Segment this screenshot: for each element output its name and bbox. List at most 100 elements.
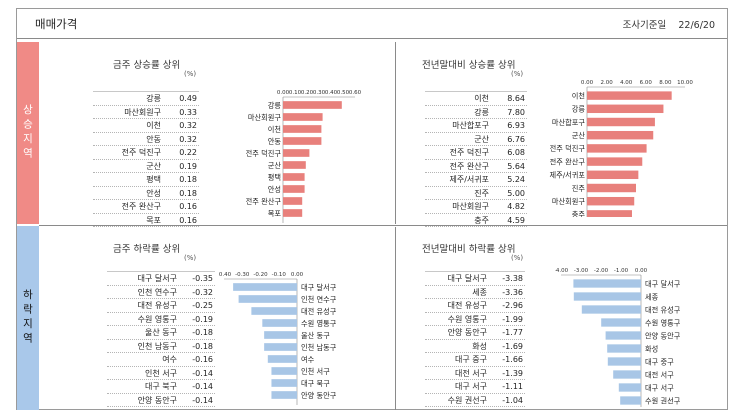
region-name: 이천 <box>474 94 489 103</box>
change-rate: 0.33 <box>179 107 197 117</box>
category-label: 군산 <box>268 161 282 170</box>
category-label: 제주/서귀포 <box>550 171 586 180</box>
category-label: 울산 동구 <box>301 331 330 340</box>
table-row: 이천 8.64 <box>425 92 527 106</box>
change-rate: -0.16 <box>192 355 213 364</box>
region-name: 대구 서구 <box>455 382 487 391</box>
bar <box>620 396 641 405</box>
tick-label: -3.00 <box>574 268 589 274</box>
ranking-table: 대구 달서구 -0.35 인천 연수구 -0.32 대전 유성구 -0.25 수원 영통구 -… <box>107 271 215 407</box>
table-row: 수원 권선구 -1.04 <box>425 394 525 407</box>
region-name: 마산회원구 <box>124 107 161 117</box>
category-label: 수원 영통구 <box>301 319 337 328</box>
bar <box>271 391 297 399</box>
change-rate: 0.18 <box>179 188 197 198</box>
table-row: 군산 6.76 <box>425 133 527 146</box>
category-label: 충주 <box>572 210 586 217</box>
bar <box>251 307 297 315</box>
category-label: 대구 달서구 <box>645 279 681 288</box>
change-rate: -3.36 <box>502 287 523 297</box>
weekly-rise-chart: 0.00 0.10 0.20 0.30 0.40 0.50 0.60 강릉마산회원구이천안동전… <box>246 90 361 223</box>
change-rate: 6.08 <box>507 148 525 157</box>
change-rate: 6.93 <box>507 121 525 130</box>
category-label: 대전 유성구 <box>645 305 681 314</box>
region-name: 수원 영통구 <box>137 314 177 324</box>
table-row: 울산 동구 -0.18 <box>107 326 215 340</box>
table-row: 안성 0.18 <box>93 187 199 200</box>
bar <box>283 101 342 109</box>
change-rate: -1.39 <box>502 368 523 378</box>
category-label: 군산 <box>572 131 586 140</box>
change-rate: 8.64 <box>507 94 525 103</box>
region-name: 수원 권선구 <box>447 395 487 405</box>
category-label: 전주 완산구 <box>550 157 586 166</box>
category-label: 대구 북구 <box>301 379 330 388</box>
bar <box>283 173 305 181</box>
table-row: 대구 달서구 -0.35 <box>107 272 215 286</box>
region-name: 제주/서귀포 <box>449 175 490 184</box>
bar <box>233 283 297 291</box>
panel-title: 금주 상승률 상위 <box>113 60 181 71</box>
region-name: 대구 북구 <box>145 382 177 391</box>
region-name: 마산합포구 <box>452 121 489 130</box>
survey-date: 조사기준일 22/6/20 <box>623 17 715 31</box>
region-name: 군산 <box>146 161 161 171</box>
bar <box>283 149 310 157</box>
table-row: 충주 4.59 <box>425 214 527 227</box>
unit-label: (%) <box>511 70 524 78</box>
tick-label: 6.00 <box>640 80 653 86</box>
tick-label: -0.20 <box>253 272 268 278</box>
table-row: 강릉 7.80 <box>425 106 527 119</box>
category-label: 안성 <box>268 185 281 194</box>
table-row: 수원 영통구 -0.19 <box>107 313 215 326</box>
tick-label: 0.40 <box>325 90 338 96</box>
bar <box>607 344 641 353</box>
change-rate: -0.14 <box>192 382 213 391</box>
table-row: 인천 남동구 -0.18 <box>107 340 215 353</box>
change-rate: 5.64 <box>507 161 525 171</box>
region-name: 충주 <box>474 215 489 225</box>
change-rate: -2.96 <box>502 301 523 310</box>
change-rate: 0.18 <box>179 175 197 184</box>
bar <box>605 331 641 340</box>
unit-label: (%) <box>184 70 197 78</box>
change-rate: -1.66 <box>502 355 523 364</box>
table-row: 수원 영통구 -1.99 <box>425 313 525 326</box>
table-row: 화성 -1.69 <box>425 340 525 353</box>
change-rate: 5.24 <box>507 175 525 184</box>
category-label: 강릉 <box>572 105 586 114</box>
change-rate: -0.25 <box>192 301 213 310</box>
tick-label: -0.10 <box>272 272 287 278</box>
bar <box>587 170 639 180</box>
category-label: 강릉 <box>268 101 282 110</box>
change-rate: 5.00 <box>507 188 525 198</box>
bar <box>587 144 647 153</box>
survey-date-value: 22/6/20 <box>678 20 715 31</box>
table-row: 강릉 0.49 <box>93 92 199 106</box>
region-name: 진주 <box>474 188 489 198</box>
table-row: 평택 0.18 <box>93 173 199 187</box>
region-name: 평택 <box>146 175 161 184</box>
region-name: 안양 동안구 <box>447 328 487 337</box>
bar <box>587 157 643 166</box>
category-label: 전주 덕진구 <box>550 144 586 153</box>
change-rate: -0.19 <box>192 314 213 324</box>
unit-label: (%) <box>511 254 524 262</box>
bar <box>607 357 641 366</box>
region-name: 안성 <box>146 188 161 198</box>
tick-label: 0.00 <box>291 272 304 278</box>
region-name: 안동 <box>146 134 161 144</box>
change-rate: -1.69 <box>502 341 523 351</box>
table-row: 제주/서귀포 5.24 <box>425 173 527 187</box>
bar <box>238 295 297 303</box>
yearly-fall-panel: 전년말대비 하락률 상위 (%) 대구 달서구 -3.38 세종 -3.36 대전 유성… <box>397 227 743 407</box>
table-row: 대구 중구 -1.66 <box>425 353 525 367</box>
region-name: 세종 <box>472 287 487 297</box>
bar <box>587 130 654 140</box>
tick-label: 4.00 <box>620 80 633 86</box>
ranking-table: 강릉 0.49 마산회원구 0.33 이천 0.32 안동 0.32 전주 덕진구 0.22 군산 0… <box>93 91 199 227</box>
rise-region-label: 상승지역 <box>17 42 39 224</box>
